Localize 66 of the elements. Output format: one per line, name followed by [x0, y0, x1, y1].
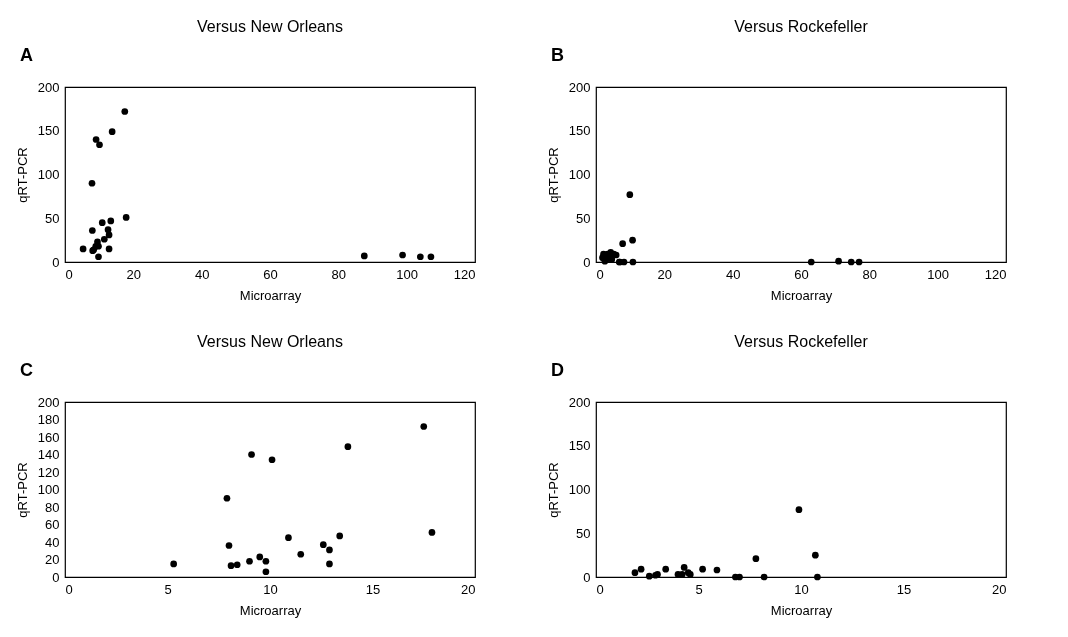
chart-title: Versus Rockefeller — [734, 333, 869, 350]
x-tick-label: 40 — [194, 266, 210, 282]
x-axis-title: Microarray — [770, 287, 833, 303]
y-tick-label: 100 — [37, 167, 60, 182]
x-tick-label: 80 — [331, 266, 347, 282]
x-tick-label: 20 — [992, 581, 1007, 597]
y-tick-label: 160 — [37, 429, 60, 445]
y-tick-label: 120 — [37, 464, 60, 480]
y-tick-label: 40 — [45, 534, 60, 550]
y-tick-label: 50 — [45, 210, 60, 226]
y-tick-label: 50 — [576, 210, 591, 226]
x-tick-label: 5 — [695, 581, 703, 597]
y-tick-label: 100 — [37, 482, 60, 497]
x-axis-title: Microarray — [770, 602, 833, 618]
x-tick-label: 5 — [164, 581, 172, 597]
y-tick-label: 200 — [37, 79, 60, 95]
y-tick-label: 200 — [37, 394, 60, 410]
y-tick-label: 100 — [568, 167, 591, 182]
y-tick-label: 0 — [52, 569, 60, 585]
x-tick-label: 10 — [794, 581, 809, 597]
y-tick-label: 150 — [568, 123, 591, 139]
text: B — [551, 45, 564, 65]
y-tick-label: 0 — [52, 254, 60, 270]
text: D — [551, 360, 564, 380]
x-tick-label: 0 — [65, 581, 73, 597]
y-tick-label: 50 — [576, 525, 591, 541]
y-tick-label: 0 — [583, 254, 591, 270]
y-tick-label: 80 — [45, 499, 60, 515]
x-tick-label: 15 — [896, 581, 912, 597]
y-tick-label: 100 — [568, 482, 591, 497]
y-axis-title: qRT-PCR — [545, 462, 561, 518]
x-tick-label: 20 — [657, 266, 673, 282]
x-tick-label: 0 — [596, 266, 604, 282]
chart-title: Versus New Orleans — [197, 333, 343, 350]
x-tick-label: 60 — [263, 266, 278, 282]
x-axis-title: Microarray — [239, 287, 302, 303]
text: A — [20, 45, 33, 65]
y-tick-label: 0 — [583, 569, 591, 585]
x-tick-label: 0 — [65, 266, 73, 282]
x-tick-label: 100 — [396, 266, 419, 282]
x-tick-label: 20 — [126, 266, 142, 282]
y-tick-label: 60 — [45, 517, 60, 532]
y-tick-label: 150 — [37, 123, 60, 139]
y-tick-label: 20 — [45, 552, 60, 567]
x-tick-label: 20 — [461, 581, 476, 597]
y-tick-label: 140 — [37, 447, 60, 462]
x-tick-label: 40 — [725, 266, 741, 282]
x-tick-label: 10 — [263, 581, 278, 597]
y-axis-title: qRT-PCR — [14, 462, 30, 518]
x-axis-title: Microarray — [239, 602, 302, 618]
x-tick-label: 100 — [927, 266, 950, 282]
chart-title: Versus New Orleans — [197, 18, 343, 35]
y-axis-title: qRT-PCR — [545, 147, 561, 203]
y-tick-label: 150 — [568, 438, 591, 454]
x-tick-label: 80 — [862, 266, 878, 282]
chart-title: Versus Rockefeller — [734, 18, 869, 35]
x-tick-label: 60 — [794, 266, 809, 282]
x-tick-label: 120 — [453, 266, 476, 282]
x-tick-label: 0 — [596, 581, 604, 597]
text: C — [20, 360, 33, 380]
y-tick-label: 180 — [37, 412, 60, 427]
y-tick-label: 200 — [568, 394, 591, 410]
x-tick-label: 15 — [365, 581, 381, 597]
y-axis-title: qRT-PCR — [14, 147, 30, 203]
y-tick-label: 200 — [568, 79, 591, 95]
x-tick-label: 120 — [984, 266, 1007, 282]
